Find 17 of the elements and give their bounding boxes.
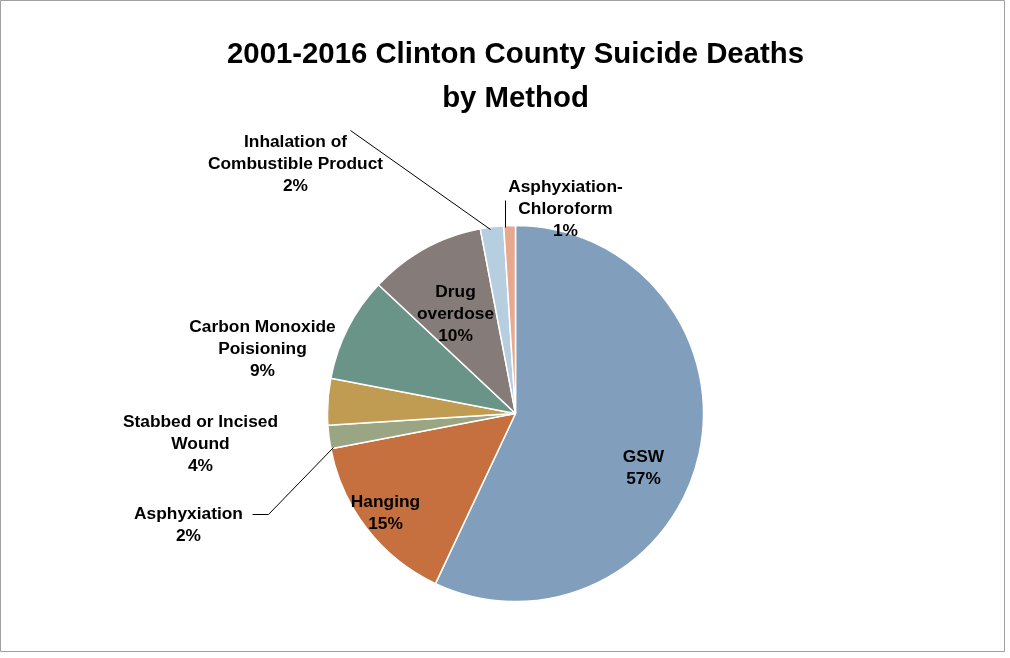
slice-label: GSW — [622, 445, 665, 466]
chart-title: 2001-2016 Clinton County Suicide Deaths by Method — [227, 36, 804, 113]
slice-label: Asphyxiation — [134, 502, 243, 523]
slice-label: Hanging — [350, 490, 421, 511]
slice-label: Asphyxiation-Chloroform — [508, 175, 624, 218]
data-label: 2% — [175, 524, 202, 545]
data-label: 4% — [187, 454, 214, 475]
slice-label: Inhalation of Combustible Product — [207, 130, 384, 173]
data-label: 15% — [368, 512, 403, 533]
data-label: 57% — [626, 467, 661, 488]
slice-label: Carbon Monoxide Poisioning — [189, 315, 337, 358]
data-label: 1% — [552, 219, 579, 240]
data-label: 9% — [249, 359, 276, 380]
slice-label: Stabbed or Incised Wound — [122, 410, 279, 453]
data-label: 10% — [438, 324, 473, 345]
data-label: 2% — [282, 174, 309, 195]
slice-label: Drug overdose — [416, 280, 495, 323]
